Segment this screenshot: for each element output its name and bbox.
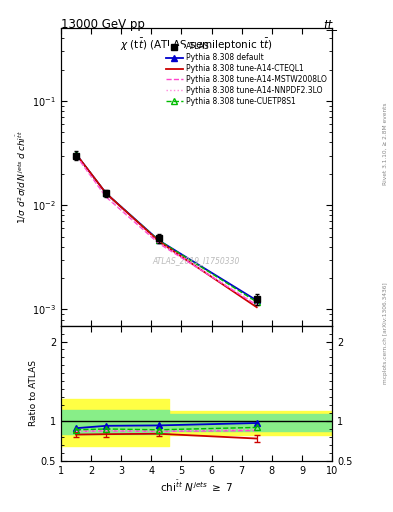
Text: $\chi$ (t$\bar{t}$) (ATLAS semileptonic t$\bar{t}$): $\chi$ (t$\bar{t}$) (ATLAS semileptonic …	[120, 37, 273, 53]
Text: tt͟: tt͟	[323, 18, 332, 31]
Text: Rivet 3.1.10, ≥ 2.8M events: Rivet 3.1.10, ≥ 2.8M events	[383, 102, 388, 185]
Text: 13000 GeV pp: 13000 GeV pp	[61, 18, 145, 31]
Text: mcplots.cern.ch [arXiv:1306.3436]: mcplots.cern.ch [arXiv:1306.3436]	[383, 282, 388, 383]
Y-axis label: Ratio to ATLAS: Ratio to ATLAS	[29, 360, 38, 426]
Text: ATLAS_2019_I1750330: ATLAS_2019_I1750330	[153, 255, 240, 265]
X-axis label: chi$^{\bar{t}t}$ $N^{jets}$ $\geq$ 7: chi$^{\bar{t}t}$ $N^{jets}$ $\geq$ 7	[160, 478, 233, 494]
Legend: ATLAS, Pythia 8.308 default, Pythia 8.308 tune-A14-CTEQL1, Pythia 8.308 tune-A14: ATLAS, Pythia 8.308 default, Pythia 8.30…	[165, 41, 328, 108]
Y-axis label: $1 / \sigma\ d^2\sigma / d\,N^{jets}\ d\,chi^{\bar{t}t}$: $1 / \sigma\ d^2\sigma / d\,N^{jets}\ d\…	[14, 130, 28, 224]
